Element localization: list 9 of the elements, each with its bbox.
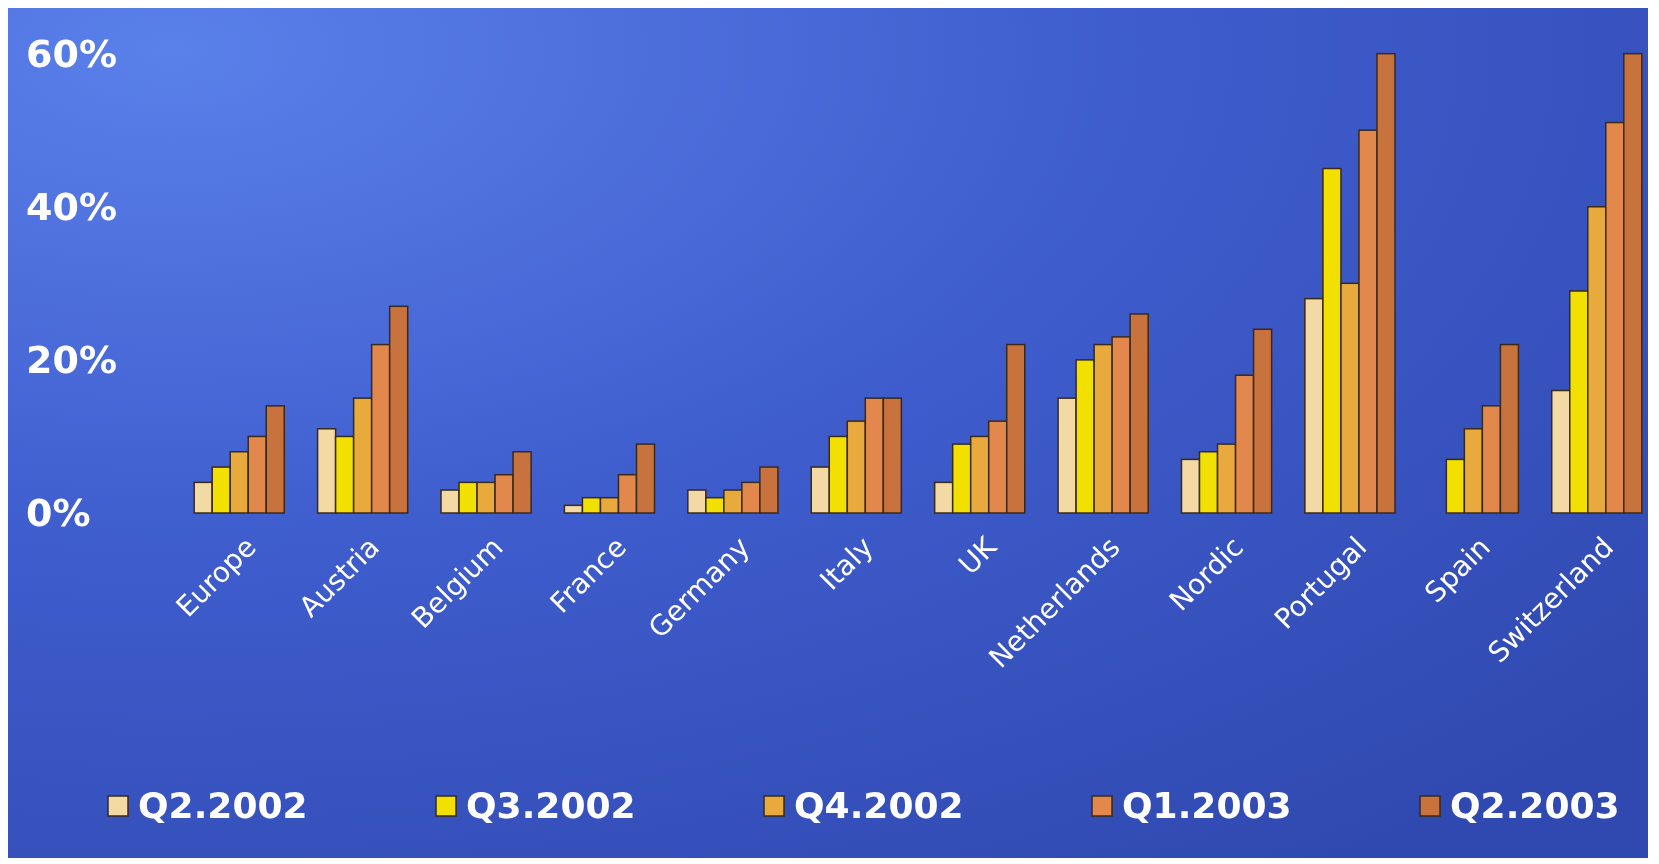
y-tick-label: 20% (26, 338, 117, 383)
legend-label: Q2.2002 (138, 785, 308, 826)
legend-label: Q4.2002 (794, 785, 964, 826)
legend-label: Q2.2003 (1450, 785, 1620, 826)
legend-label: Q3.2002 (466, 785, 636, 826)
y-tick-label: 40% (26, 185, 117, 230)
y-tick-label: 60% (26, 31, 117, 76)
y-tick-label: 0% (26, 491, 91, 536)
legend-label: Q1.2003 (1122, 785, 1292, 826)
